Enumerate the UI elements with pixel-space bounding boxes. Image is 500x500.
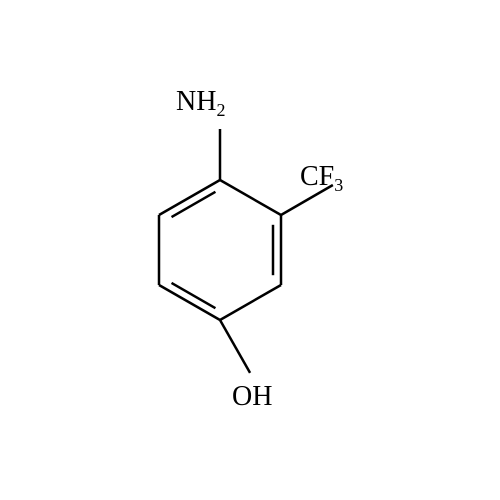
bond xyxy=(159,180,220,215)
bond xyxy=(220,320,250,373)
bond xyxy=(159,285,220,320)
hydroxyl-label: OH xyxy=(232,381,272,412)
trifluoromethyl-label: CF3 xyxy=(300,161,343,195)
amino-label: NH2 xyxy=(176,86,225,120)
bond xyxy=(220,285,281,320)
bond xyxy=(220,180,281,215)
molecule-diagram: NH2 CF3 OH xyxy=(0,0,500,500)
label-layer: NH2 CF3 OH xyxy=(176,86,343,412)
